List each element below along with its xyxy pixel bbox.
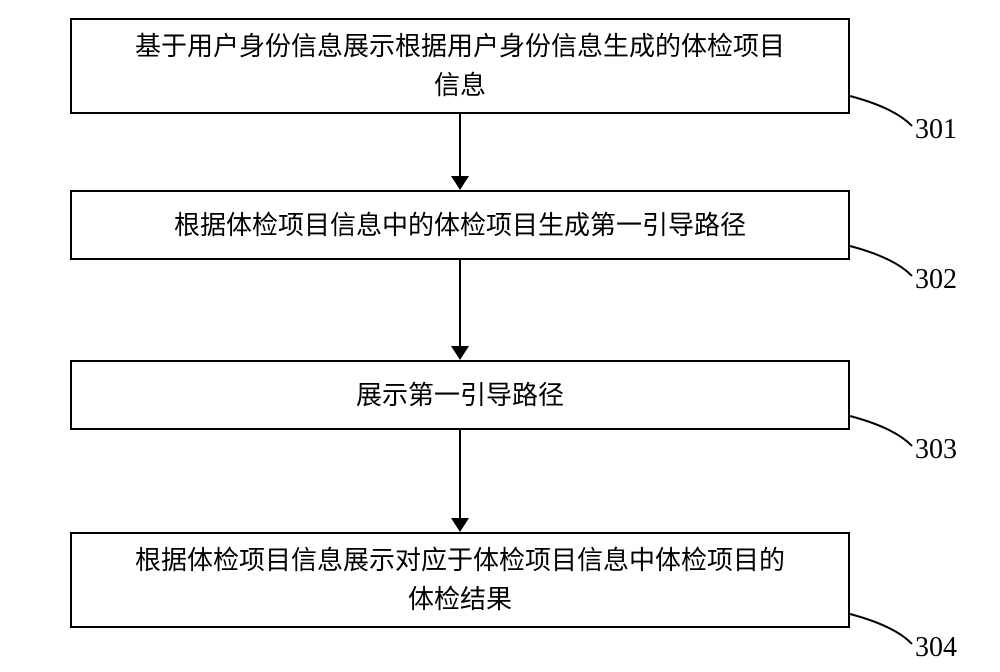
flowchart-canvas: 基于用户身份信息展示根据用户身份信息生成的体检项目信息 根据体检项目信息中的体检…: [0, 0, 1000, 672]
arrow-3-4: [0, 0, 1000, 672]
